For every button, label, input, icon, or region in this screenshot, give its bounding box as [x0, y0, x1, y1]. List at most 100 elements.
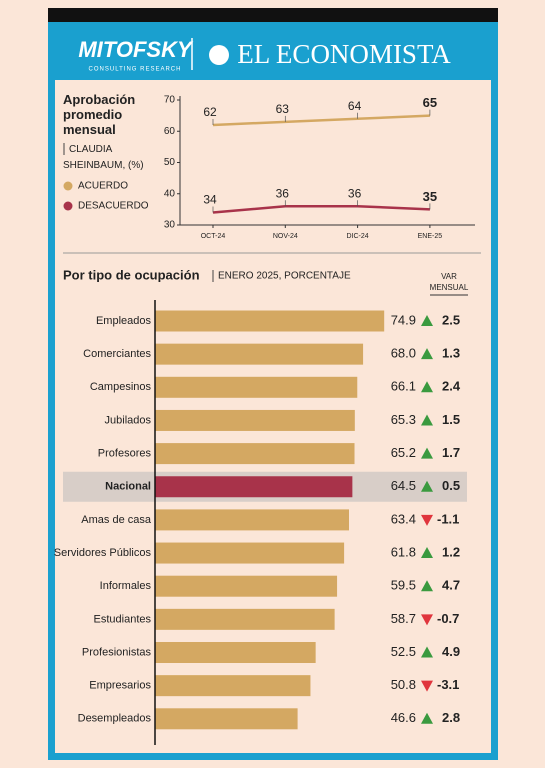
change-label: -0.7 [437, 611, 459, 626]
data-label: 36 [276, 186, 290, 200]
up-arrow [421, 580, 433, 592]
legend-label: ACUERDO [78, 181, 128, 192]
bar [155, 575, 338, 597]
change-label: 1.2 [442, 544, 460, 559]
data-label: 62 [203, 105, 217, 119]
value-label: 61.8 [391, 544, 416, 559]
economista-icon [209, 45, 229, 65]
down-arrow [421, 680, 433, 692]
data-label: 65 [423, 95, 437, 110]
line [212, 114, 430, 127]
change-header: MENSUAL [430, 283, 469, 292]
value-label: 65.3 [391, 412, 416, 427]
bar [155, 409, 355, 431]
change-label: 0.5 [442, 478, 460, 493]
bar [155, 476, 353, 498]
mitofsky-logo: MITOFSKY [78, 37, 194, 62]
y-tick-label: 30 [164, 220, 176, 231]
bar [155, 542, 345, 564]
line-title: Aprobación promedio mensual [63, 92, 135, 137]
data-label: 36 [348, 186, 362, 200]
value-label: 50.8 [391, 677, 416, 692]
down-arrow [421, 514, 433, 526]
change-label: 2.8 [442, 710, 460, 725]
category-label: Servidores Públicos [54, 547, 152, 559]
bar [155, 642, 316, 663]
y-tick-label: 40 [164, 188, 176, 199]
value-label: 58.7 [391, 611, 416, 626]
data-label: 35 [423, 189, 437, 204]
change-label: -3.1 [437, 677, 459, 692]
change-label: 1.3 [442, 346, 460, 361]
bar [155, 343, 364, 365]
line [212, 205, 430, 214]
category-label: Empleados [96, 315, 152, 327]
up-arrow [421, 547, 433, 559]
value-label: 68.0 [391, 346, 416, 361]
value-label: 59.5 [391, 578, 416, 593]
up-arrow [421, 646, 433, 658]
y-tick-label: 70 [164, 95, 176, 106]
category-label: Estudiantes [94, 613, 152, 625]
value-label: 46.6 [391, 710, 416, 725]
value-label: 64.5 [391, 478, 416, 493]
bar [155, 310, 385, 332]
mitofsky-tagline: CONSULTING RESEARCH [89, 67, 182, 73]
economista-logo: EL ECONOMISTA [237, 39, 451, 69]
up-arrow [421, 381, 433, 393]
category-label: Jubilados [105, 414, 152, 426]
x-tick-label: OCT-24 [201, 233, 226, 240]
y-tick-label: 50 [164, 157, 176, 168]
change-label: 4.9 [442, 644, 460, 659]
x-tick-label: ENE-25 [418, 233, 443, 240]
value-label: 63.4 [391, 511, 416, 526]
legend-swatch [63, 181, 73, 191]
legend-label: DESACUERDO [78, 201, 149, 212]
value-label: 66.1 [391, 379, 416, 394]
category-label: Nacional [105, 481, 151, 493]
data-label: 63 [276, 102, 290, 116]
category-label: Campesinos [90, 381, 152, 393]
legend-swatch [63, 201, 73, 211]
value-label: 74.9 [391, 312, 416, 327]
change-label: 1.7 [442, 445, 460, 460]
data-label: 64 [348, 99, 362, 113]
bar [155, 608, 335, 630]
up-arrow [421, 712, 433, 724]
value-label: 65.2 [391, 445, 416, 460]
value-label: 52.5 [391, 644, 416, 659]
category-label: Empresarios [89, 680, 151, 692]
data-label: 34 [203, 193, 217, 207]
bar [155, 443, 355, 465]
down-arrow [421, 614, 433, 626]
y-tick-label: 60 [164, 126, 176, 137]
up-arrow [421, 480, 433, 492]
bar-subtitle: ENERO 2025, PORCENTAJE [218, 271, 351, 282]
bar-title: Por tipo de ocupación [63, 267, 200, 282]
up-arrow [421, 447, 433, 459]
bar [155, 509, 350, 531]
change-label: -1.1 [437, 511, 459, 526]
category-label: Comerciantes [83, 348, 151, 360]
change-label: 2.5 [442, 312, 460, 327]
bar [155, 708, 298, 730]
category-label: Profesionistas [82, 646, 152, 658]
change-header: VAR [441, 272, 457, 281]
category-label: Informales [100, 580, 152, 592]
category-label: Amas de casa [81, 514, 152, 526]
up-arrow [421, 315, 433, 326]
change-label: 2.4 [442, 379, 461, 394]
bar [155, 675, 311, 697]
line-subtitle: CLAUDIA SHEINBAUM, (%) [63, 144, 144, 171]
up-arrow [421, 414, 433, 426]
x-tick-label: NOV-24 [273, 233, 298, 240]
category-label: Desempleados [78, 713, 152, 725]
bar [155, 376, 358, 398]
x-tick-label: DIC-24 [347, 233, 369, 240]
top-bar [48, 8, 498, 22]
change-label: 4.7 [442, 578, 460, 593]
category-label: Profesores [98, 448, 152, 460]
change-label: 1.5 [442, 412, 460, 427]
up-arrow [421, 348, 433, 360]
